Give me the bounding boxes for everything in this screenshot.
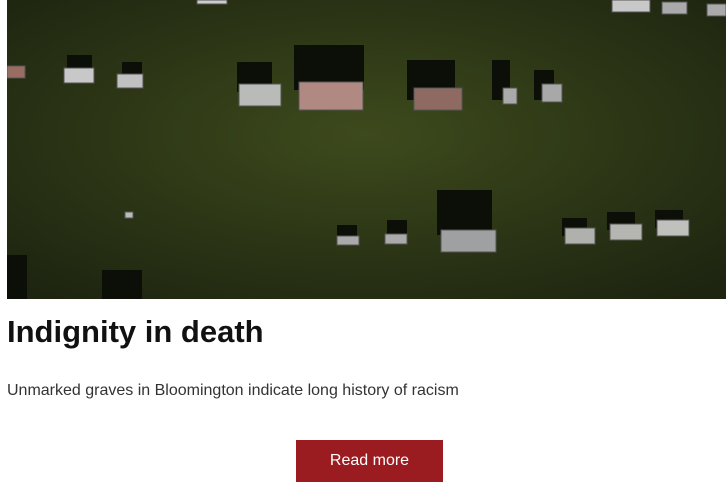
article-summary: Unmarked graves in Bloomington indicate … xyxy=(7,382,459,400)
cemetery-photo xyxy=(7,0,726,299)
article-card: Indignity in death Unmarked graves in Bl… xyxy=(0,0,726,482)
article-title: Indignity in death xyxy=(7,314,264,350)
read-more-button[interactable]: Read more xyxy=(296,440,443,482)
